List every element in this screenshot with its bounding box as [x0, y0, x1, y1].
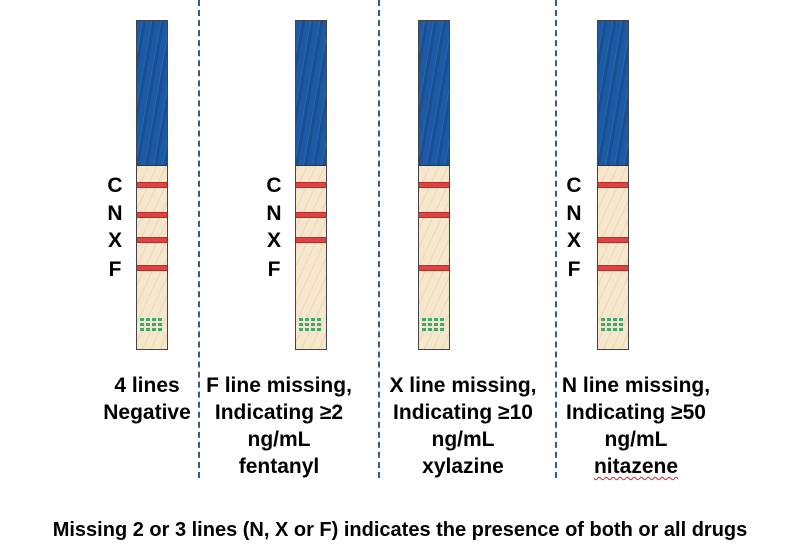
- panel-divider: [378, 0, 380, 478]
- line-label-n: N: [266, 202, 282, 225]
- strip-panel-xylazine: CNXFX line missing,Indicating ≥10ng/mLxy…: [360, 0, 560, 500]
- caption-line: F line missing,: [206, 374, 352, 397]
- band-f: [419, 265, 449, 271]
- caption-line: X line missing,: [389, 374, 537, 397]
- caption-line: fentanyl: [238, 455, 320, 478]
- line-label-c: C: [566, 174, 582, 197]
- strip-caption: N line missing, Indicating ≥50 ng/mL nitaze…: [536, 372, 736, 480]
- test-strip: [136, 20, 168, 350]
- strip-caption: X line missing, Indicating ≥10 ng/mL xylazi…: [363, 372, 563, 480]
- line-label-c: C: [107, 174, 123, 197]
- band-c: [137, 182, 167, 188]
- sample-pad: [299, 317, 323, 331]
- caption-line: Indicating ≥2: [214, 401, 344, 424]
- test-strip: [295, 20, 327, 350]
- line-label-f: F: [108, 258, 122, 281]
- caption-line: ng/mL: [431, 428, 495, 451]
- caption-line: Negative: [103, 401, 191, 424]
- caption-line: xylazine: [422, 455, 504, 478]
- strip-handle: [598, 21, 628, 166]
- line-label-x: X: [566, 229, 581, 252]
- caption-line: nitazene: [593, 455, 679, 478]
- band-n: [419, 212, 449, 218]
- line-label-c: C: [266, 174, 282, 197]
- strip-handle: [296, 21, 326, 166]
- caption-line: Indicating ≥50: [566, 401, 706, 424]
- band-f: [137, 265, 167, 271]
- footer-note: Missing 2 or 3 lines (N, X or F) indicat…: [52, 519, 748, 541]
- line-label-x: X: [266, 229, 281, 252]
- caption-line: Indicating ≥10: [393, 401, 533, 424]
- line-label-f: F: [567, 258, 581, 281]
- band-c: [598, 182, 628, 188]
- line-label-x: X: [107, 229, 122, 252]
- sample-pad: [422, 317, 446, 331]
- test-strip: [418, 20, 450, 350]
- caption-line: ng/mL: [247, 428, 311, 451]
- line-label-n: N: [566, 202, 582, 225]
- panel-divider: [555, 0, 557, 478]
- strip-handle: [137, 21, 167, 166]
- strip-handle: [419, 21, 449, 166]
- line-label-f: F: [267, 258, 281, 281]
- caption-line: ng/mL: [604, 428, 668, 451]
- caption-line: 4 lines: [114, 374, 180, 397]
- sample-pad: [601, 317, 625, 331]
- strip-caption: F line missing, Indicating ≥2 ng/mL fentany…: [179, 372, 379, 480]
- band-c: [296, 182, 326, 188]
- band-f: [598, 265, 628, 271]
- sample-pad: [140, 317, 164, 331]
- caption-line: N line missing,: [561, 374, 711, 397]
- band-n: [296, 212, 326, 218]
- band-x: [598, 237, 628, 243]
- band-x: [296, 237, 326, 243]
- band-x: [137, 237, 167, 243]
- band-c: [419, 182, 449, 188]
- line-label-n: N: [107, 202, 123, 225]
- test-strip: [597, 20, 629, 350]
- band-n: [137, 212, 167, 218]
- strip-caption: 4 lines Negative: [47, 372, 247, 426]
- panel-divider: [198, 0, 200, 478]
